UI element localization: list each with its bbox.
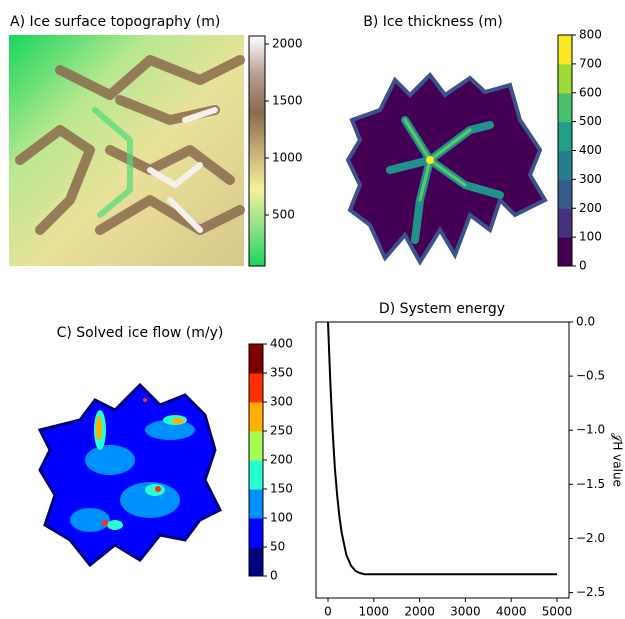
x-tick-label: 3000 xyxy=(450,605,481,619)
topography-map xyxy=(9,35,245,266)
colorbar-band xyxy=(558,92,572,123)
x-tick-label: 1000 xyxy=(359,605,390,619)
colorbar-band xyxy=(558,63,572,94)
colorbar-band xyxy=(558,121,572,151)
colorbar-tick-label: 100 xyxy=(579,230,602,244)
colorbar-tick-label: 500 xyxy=(272,208,295,222)
colorbar-band xyxy=(558,150,572,180)
plot-frame xyxy=(315,321,570,599)
colorbar-tick-label: 350 xyxy=(270,366,293,380)
colorbar-tick-label: 300 xyxy=(579,172,602,186)
x-tick-label: 4000 xyxy=(496,605,527,619)
colorbar-tick-label: 50 xyxy=(270,540,285,554)
colorbar-tick-label: 250 xyxy=(270,424,293,438)
y-tick-label: −2.0 xyxy=(576,531,605,545)
colorbar-tick-label: 600 xyxy=(579,85,602,99)
x-tick-label: 2000 xyxy=(404,605,435,619)
colorbar-band xyxy=(249,460,263,490)
y-tick-label: −2.5 xyxy=(576,585,605,599)
colorbar-tick-label: 800 xyxy=(579,28,602,42)
y-tick-label: −0.5 xyxy=(576,369,605,383)
x-tick-label: 0 xyxy=(324,605,332,619)
thickness-map xyxy=(345,71,548,266)
colorbar-tick-label: 0 xyxy=(270,569,278,583)
colorbar-tick-label: 700 xyxy=(579,56,602,70)
colorbar-tick-label: 2000 xyxy=(272,36,303,50)
colorbar-tick-label: 500 xyxy=(579,114,602,128)
chart-title: C) Solved ice flow (m/y) xyxy=(57,325,224,341)
colorbar-band xyxy=(249,431,263,461)
colorbar-band xyxy=(249,489,263,519)
colorbar-tick-label: 0 xyxy=(579,259,587,273)
chart-title: D) System energy xyxy=(379,301,505,317)
colorbar-tick-label: 1000 xyxy=(272,151,303,165)
colorbar-tick-label: 400 xyxy=(579,143,602,157)
colorbar-band xyxy=(558,237,572,267)
colorbar-band xyxy=(249,373,263,403)
colorbar-frame xyxy=(248,35,266,267)
x-tick-label: 5000 xyxy=(542,605,573,619)
colorbar-band xyxy=(558,179,572,209)
colorbar-band xyxy=(249,518,263,548)
y-tick-label: −1.0 xyxy=(576,423,605,437)
y-tick-label: −1.5 xyxy=(576,477,605,491)
chart-title: A) Ice surface topography (m) xyxy=(10,14,220,30)
colorbar-band xyxy=(249,547,263,577)
y-axis-label: 𝒥H value xyxy=(611,433,625,487)
flow-map xyxy=(37,382,223,568)
colorbar-tick-label: 1500 xyxy=(272,93,303,107)
colorbar-band xyxy=(249,402,263,432)
colorbar-band xyxy=(558,35,572,65)
chart-title: B) Ice thickness (m) xyxy=(363,14,503,30)
colorbar xyxy=(249,36,265,266)
colorbar-band xyxy=(249,344,263,374)
colorbar-tick-label: 150 xyxy=(270,482,293,496)
colorbar-tick-label: 200 xyxy=(579,201,602,215)
y-tick-label: 0.0 xyxy=(576,315,595,329)
colorbar-tick-label: 300 xyxy=(270,395,293,409)
colorbar-tick-label: 400 xyxy=(270,337,293,351)
line xyxy=(327,321,557,576)
colorbar-tick-label: 200 xyxy=(270,453,293,467)
colorbar-band xyxy=(558,208,572,238)
colorbar-tick-label: 100 xyxy=(270,511,293,525)
